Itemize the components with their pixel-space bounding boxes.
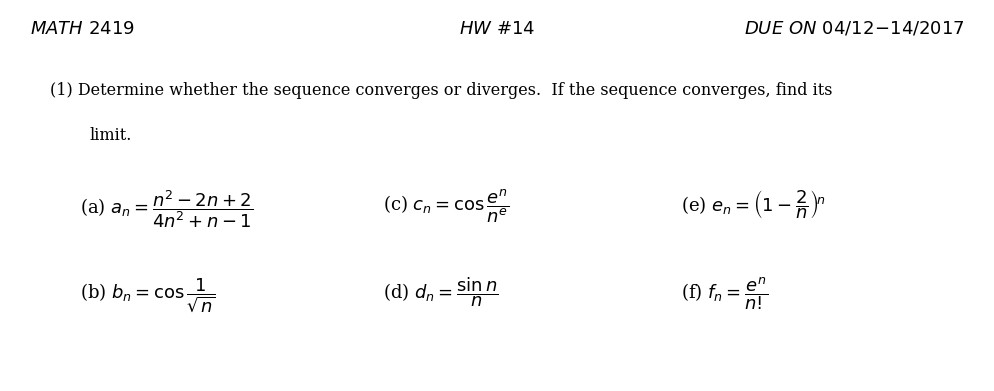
Text: $\mathit{DUE\ ON\ 04/12\!-\!14/2017}$: $\mathit{DUE\ ON\ 04/12\!-\!14/2017}$	[744, 20, 964, 38]
Text: limit.: limit.	[89, 127, 132, 144]
Text: (c) $c_n = \cos\dfrac{e^n}{n^e}$: (c) $c_n = \cos\dfrac{e^n}{n^e}$	[383, 188, 509, 225]
Text: (b) $b_n = \cos\dfrac{1}{\sqrt{n}}$: (b) $b_n = \cos\dfrac{1}{\sqrt{n}}$	[80, 276, 216, 314]
Text: (d) $d_n = \dfrac{\sin n}{n}$: (d) $d_n = \dfrac{\sin n}{n}$	[383, 276, 498, 309]
Text: $\mathit{HW\ \#14}$: $\mathit{HW\ \#14}$	[459, 20, 535, 38]
Text: (e) $e_n = \left(1 - \dfrac{2}{n}\right)^{\!n}$: (e) $e_n = \left(1 - \dfrac{2}{n}\right)…	[681, 188, 825, 221]
Text: (f) $f_n = \dfrac{e^n}{n!}$: (f) $f_n = \dfrac{e^n}{n!}$	[681, 276, 768, 312]
Text: $\mathit{MATH\ 2419}$: $\mathit{MATH\ 2419}$	[30, 20, 134, 38]
Text: (1) Determine whether the sequence converges or diverges.  If the sequence conve: (1) Determine whether the sequence conve…	[50, 82, 832, 99]
Text: (a) $a_n = \dfrac{n^2 - 2n + 2}{4n^2 + n - 1}$: (a) $a_n = \dfrac{n^2 - 2n + 2}{4n^2 + n…	[80, 188, 252, 230]
